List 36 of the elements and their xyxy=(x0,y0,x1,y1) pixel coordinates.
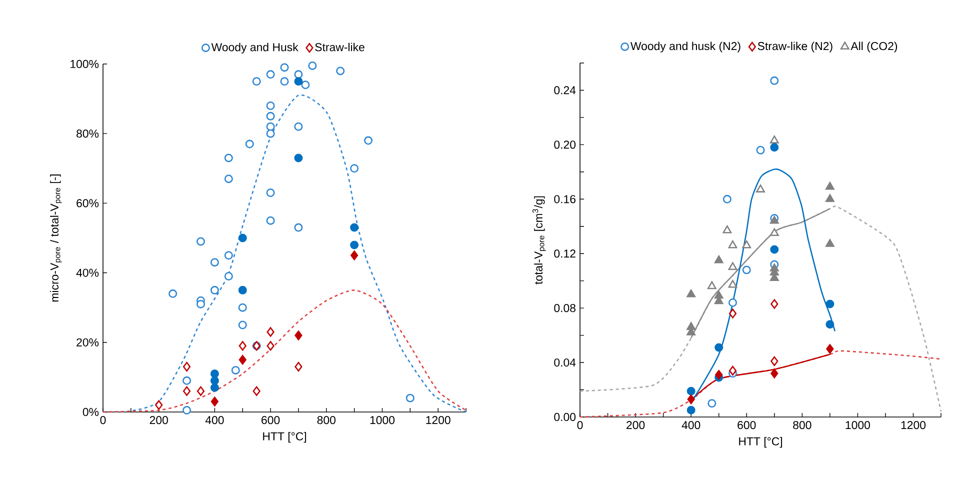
x-tick-label: 400 xyxy=(682,421,700,430)
y-tick-label: 60% xyxy=(76,199,99,208)
x-tick-label: 600 xyxy=(262,416,280,424)
x-tick-label: 1200 xyxy=(426,416,450,424)
y-tick-label: 0.24 xyxy=(554,86,576,94)
y-tick-label: 20% xyxy=(76,338,99,346)
x-tick-label: 1200 xyxy=(901,421,926,430)
y-tick-label: 0% xyxy=(82,408,99,416)
y-tick-label: 0.20 xyxy=(554,140,576,149)
y-tick-label: 0.08 xyxy=(554,304,576,312)
y-tick-label: 100% xyxy=(70,60,99,68)
y-tick-label: 0.12 xyxy=(554,250,576,258)
y-tick-label: 0.00 xyxy=(554,412,576,422)
x-tick-label: 200 xyxy=(150,416,168,424)
y-tick-label: 40% xyxy=(76,268,99,277)
x-tick-label: 800 xyxy=(793,421,812,430)
x-tick-label: 400 xyxy=(205,416,224,424)
y-tick-label: 0.16 xyxy=(554,195,576,204)
x-tick-label: 200 xyxy=(626,421,645,430)
legend-label: Straw-like xyxy=(315,42,364,52)
legend-label: Woody and husk (N2) xyxy=(630,42,740,52)
x-tick-label: 800 xyxy=(317,416,336,424)
x-tick-label: 600 xyxy=(738,421,756,430)
x-axis-title: HTT [°C] xyxy=(739,436,782,448)
x-tick-label: 0 xyxy=(577,421,583,430)
legend-label: All (CO2) xyxy=(850,42,898,52)
y-tick-label: 0.04 xyxy=(554,358,576,367)
x-tick-label: 1000 xyxy=(846,421,870,430)
y-tick-label: 80% xyxy=(76,130,99,138)
x-tick-label: 0 xyxy=(100,416,106,424)
legend-label: Woody and Husk xyxy=(211,42,298,54)
x-tick-label: 1000 xyxy=(370,416,395,424)
legend-label: Straw-like (N2) xyxy=(758,42,832,52)
y-axis-title: total-V$_{pore}$ [cm$^{3}$/g] xyxy=(532,196,546,284)
x-axis-title: HTT [°C] xyxy=(263,432,306,443)
y-axis-title: micro-V$_{pore}$ / total-V$_{pore}$ [-] xyxy=(50,174,62,302)
